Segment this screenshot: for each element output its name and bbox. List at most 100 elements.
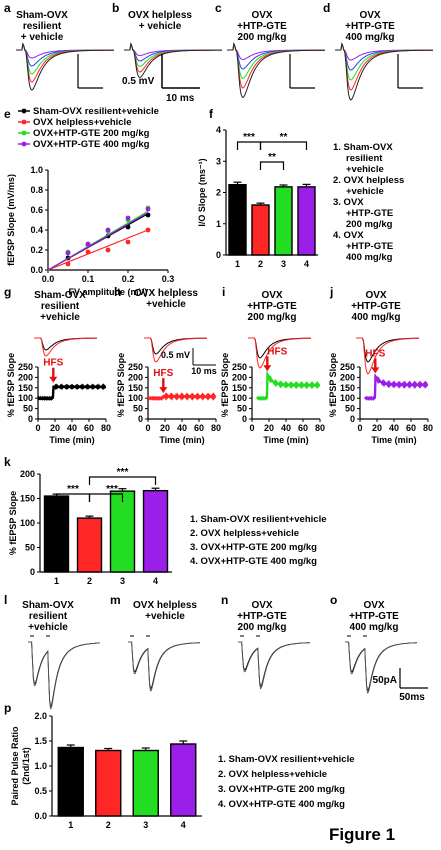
panel-letter-o: o [330,593,337,607]
y-tick-label-ltp-h: 0 [138,414,143,424]
panel-letter-c: c [215,1,222,15]
panel-title-g: Sham-OVX [34,290,86,301]
bar-f-0 [228,183,247,256]
x-tick-label-ltp-h: 20 [160,423,170,433]
legend-label-e-3: OVX+HTP-GTE 400 mg/kg [33,139,150,150]
legend-marker-e-3 [21,141,27,147]
panel-title-n: +HTP-GTE [237,611,287,622]
legend-label-f-4: +vehicle [346,186,384,197]
panel-title-g: +vehicle [40,312,80,323]
y-axis-label-h: % fEPSP Slope [116,353,126,417]
y-tick-label-ltp-j: 50 [345,404,355,414]
x-tick-label-p: 1 [68,820,73,830]
x-tick-label-ltp-j: 80 [423,423,433,433]
point-e-1 [125,239,131,245]
y-tick-label-ltp-h: 50 [133,404,143,414]
y-axis-label-p: Paired Pulse Ratio [10,726,20,806]
ltp-series-i [255,370,321,401]
panel-letter-g: g [4,285,11,299]
sig-label-k-0: *** [67,484,79,495]
point-e-3 [105,227,111,233]
hfs-arrowhead-g [49,376,58,383]
trace-d-4 [335,42,433,101]
sig-bracket-k-2 [88,493,124,502]
y-tick-label-ltp-g: 0 [28,414,33,424]
hfs-arrowhead-i [263,365,272,372]
x-tick-label-e: 0.0 [42,274,55,284]
x-axis-label-h: Time (min) [159,435,204,445]
hfs-label-i: HFS [267,346,287,357]
y-tick-label-ltp-h: 150 [128,383,143,393]
panel-k-ltp-bars: k 0 50 100 150 200 1 2 3 4 % fEPSP Slope *** *** *** 1… [4,455,327,586]
panel-title-c: +HTP-GTE [237,21,287,32]
panel-title-a: + vehicle [21,32,64,43]
trace-b-4 [124,42,222,79]
panel-letter-k: k [4,455,11,469]
trace-a-3 [16,42,114,83]
y-tick-label-ltp-h: 250 [128,362,143,372]
x-tick-label-k: 4 [153,576,158,586]
panel-title-c: 200 mg/kg [238,32,287,43]
panel-title-g: resilient [41,301,80,312]
ltp-series-g [37,383,107,401]
trace-d-2 [335,42,433,81]
point-e-3 [65,250,71,256]
sig-bracket-f-2 [259,161,285,170]
panel-letter-a: a [4,1,11,15]
fit-line-e-3 [47,211,149,271]
trace-a-1 [16,42,115,67]
panel-letter-e: e [4,107,11,121]
y-tick-label-k: 150 [20,494,35,504]
point-e-1 [85,249,91,255]
y-tick-label-ltp-g: 250 [18,362,33,372]
y-tick-label-e: 0.8 [30,185,43,195]
sig-bracket-k-1 [88,476,157,485]
x-tick-label-ltp-i: 20 [264,423,274,433]
x-axis-label-j: Time (min) [371,435,416,445]
y-tick-label-ltp-j: 0 [350,414,355,424]
panel-letter-h: h [114,285,121,299]
panel-title-l: Sham-OVX [22,600,74,611]
sig-label-k-2: *** [106,484,118,495]
legend-label-k-3: 4. OVX+HTP-GTE 400 mg/kg [190,556,317,567]
bar-k-1 [76,517,103,573]
y-tick-label-ltp-g: 200 [18,372,33,382]
pp-trace-n-0 [238,641,311,688]
x-tick-label-k: 2 [87,576,92,586]
y-tick-label-ltp-j: 200 [340,372,355,382]
bar-p-3 [170,743,197,817]
panel-title-d: OVX [359,10,380,21]
y-tick-label-f: 2 [216,188,221,198]
legend-label-e-0: Sham-OVX resilient+vehicle [33,106,159,117]
legend-marker-e-1 [21,119,27,125]
panel-letter-j: j [329,285,333,299]
y-tick-label-e: 0.0 [30,265,43,275]
ltp-trace-g-0 [34,337,97,351]
ltp-trace-g-1 [34,337,97,357]
point-e-1 [65,261,71,267]
y-tick-label-ltp-g: 150 [18,383,33,393]
panel-title-m: OVX helpless [133,600,197,611]
y-tick-label-p: 2.0 [34,711,47,721]
x-tick-label-k: 3 [120,576,125,586]
bar-f-2 [274,186,293,256]
x-tick-label-ltp-h: 80 [211,423,221,433]
y-tick-label-ltp-i: 0 [242,414,247,424]
y-tick-label-ltp-i: 100 [232,393,247,403]
sig-label-f-2: ** [268,152,276,163]
panel-letter-m: m [110,593,121,607]
y-tick-label-e: 1.0 [30,165,43,175]
panel-title-i: 200 mg/kg [248,312,297,323]
x-tick-label-p: 4 [181,820,186,830]
bar-f-1 [251,204,270,256]
hfs-arrowhead-j [371,367,380,374]
scale-label-v: 0.5 mV [122,76,155,87]
ltp-series-j [363,373,429,401]
point-e-3 [85,241,91,247]
panel-title-c: OVX [251,10,272,21]
x-tick-label-ltp-h: 0 [145,423,150,433]
panel-title-d: +HTP-GTE [345,21,395,32]
trace-a-4 [16,42,114,91]
